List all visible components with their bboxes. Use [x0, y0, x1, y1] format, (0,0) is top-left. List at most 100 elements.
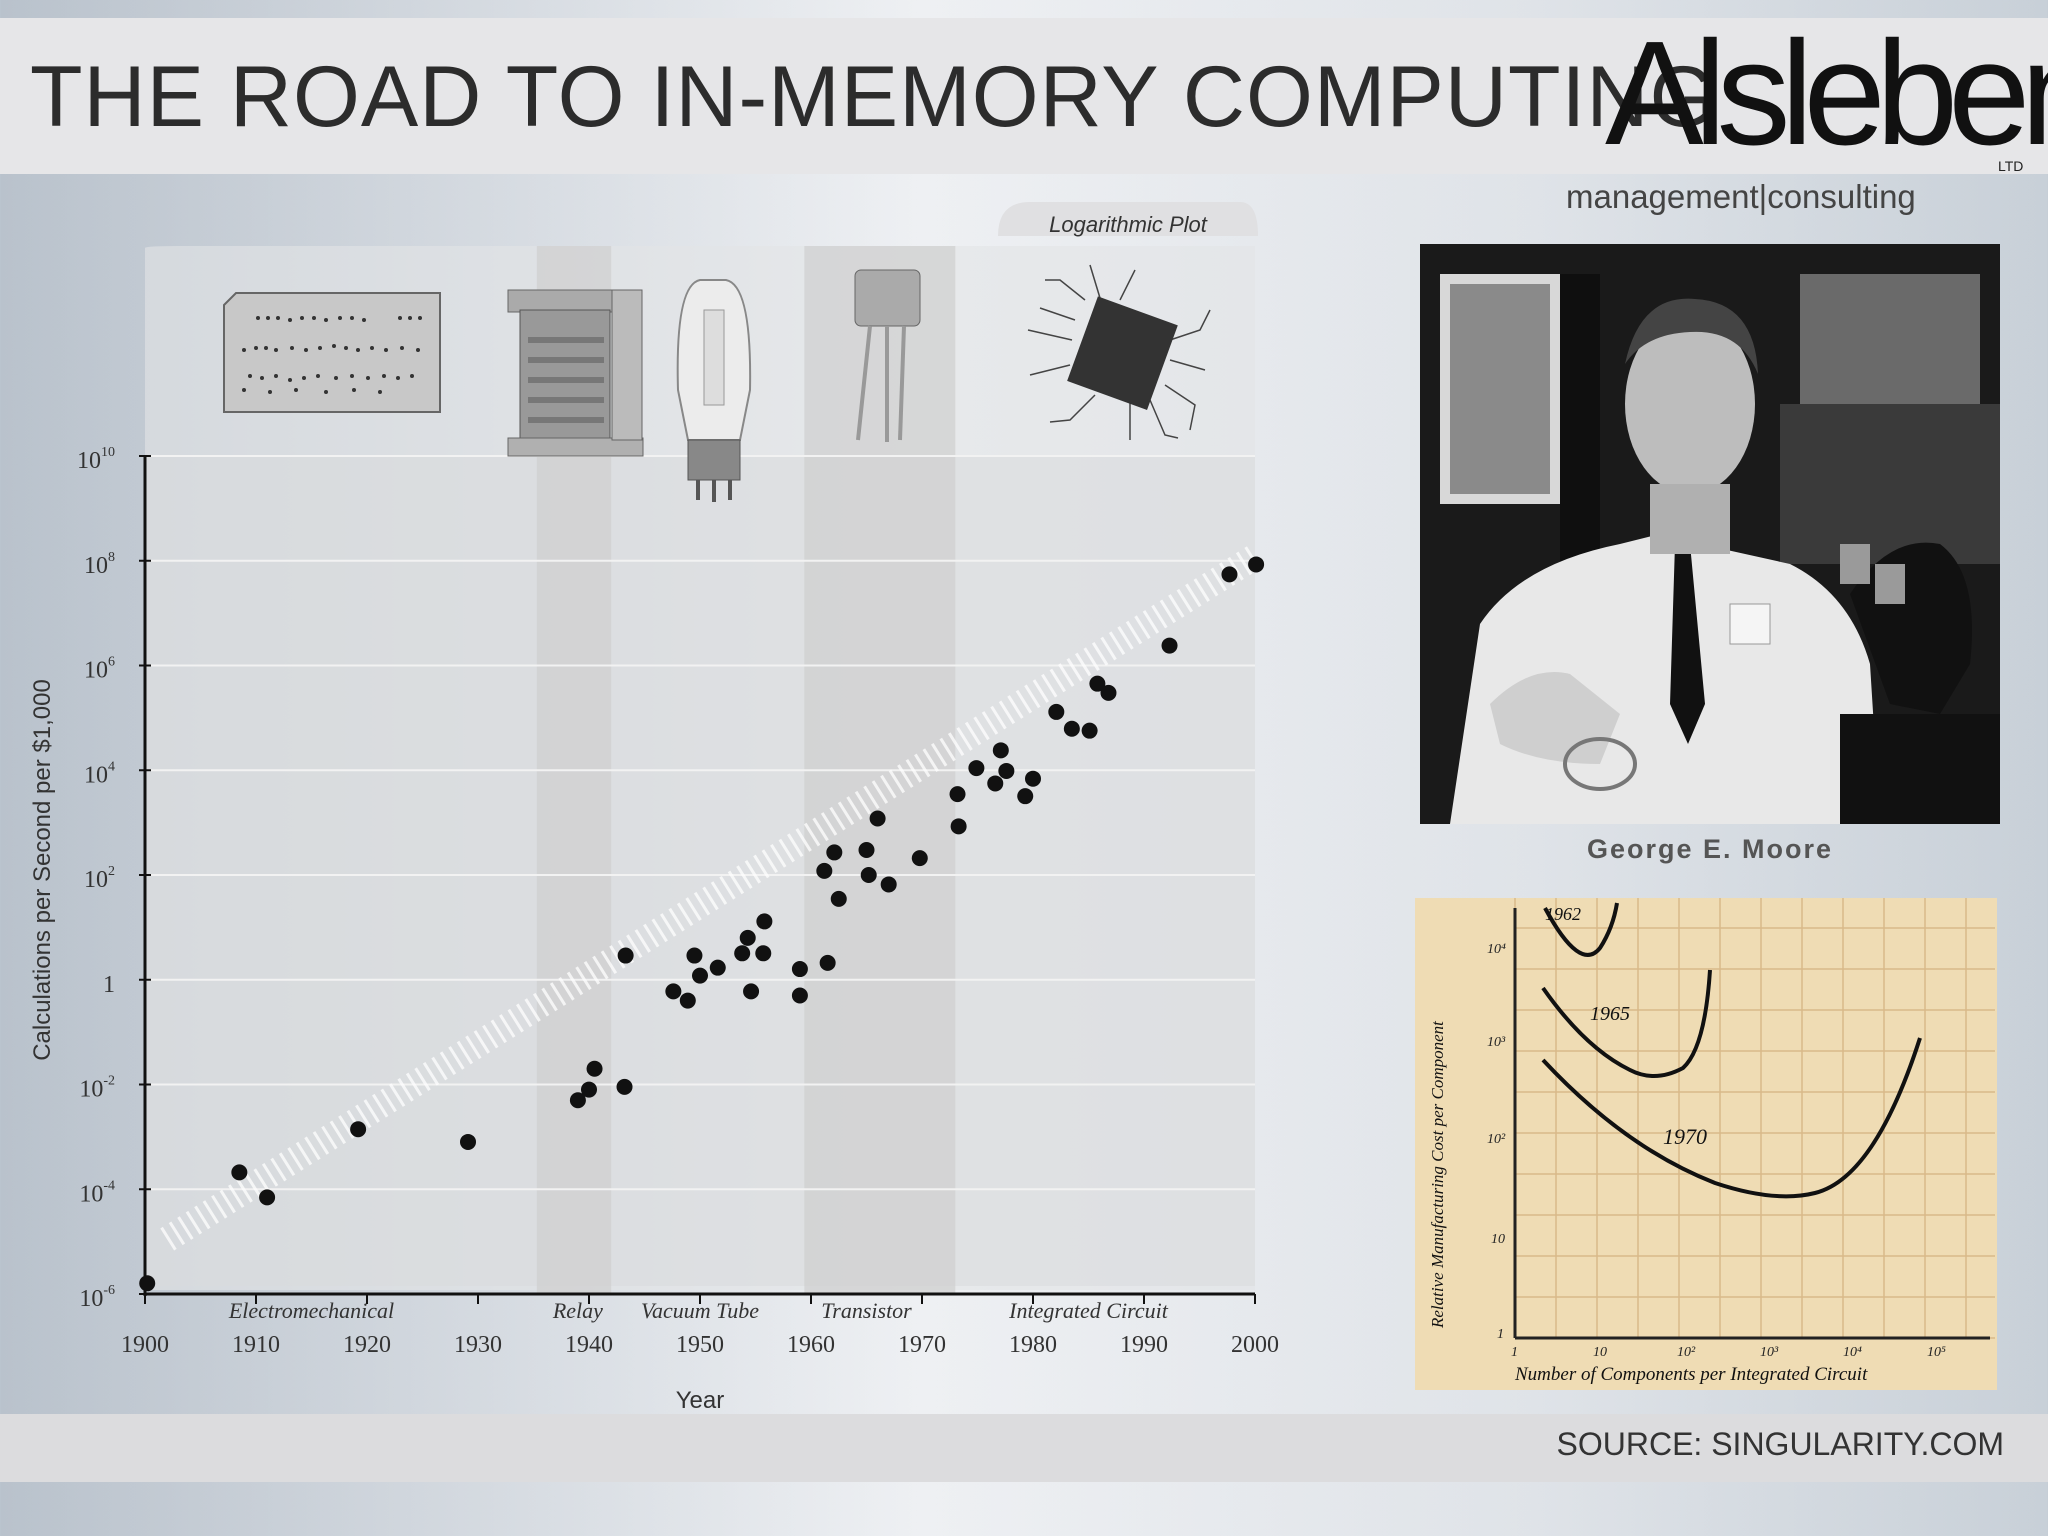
computation-scatter-chart: Logarithmic Plot 1010 108 1 [29, 202, 1279, 1410]
era-label: Electromechanical [228, 1298, 394, 1323]
data-point [968, 760, 985, 777]
chart-plot-area [145, 456, 1255, 1286]
source-credit: SOURCE: SINGULARITY.COM [1556, 1426, 2004, 1462]
y-tick-exponent: -6 [103, 1283, 115, 1298]
data-point [992, 742, 1009, 759]
data-point [950, 818, 967, 835]
x-ticks: 1900 1910 1920 1930 1940 1950 1960 1970 1980 1990… [121, 1294, 1279, 1358]
data-point [743, 983, 760, 1000]
trend-band [160, 545, 1262, 1251]
data-point [259, 1189, 276, 1206]
x-tick-label: 1990 [1120, 1332, 1168, 1358]
data-point [679, 992, 696, 1009]
data-point [616, 1078, 633, 1095]
data-point [998, 762, 1015, 779]
x-tick-label: 1920 [343, 1332, 391, 1358]
graph-x-label: Number of Components per Integrated Circ… [1514, 1364, 1868, 1385]
y-tick-label: 10-2 [79, 1074, 115, 1103]
data-point [791, 961, 808, 978]
x-tick-label: 1980 [1009, 1332, 1057, 1358]
graph-y-tick: 10⁴ [1487, 942, 1506, 957]
data-point [1081, 722, 1098, 739]
y-tick-label: 10-6 [79, 1283, 115, 1312]
vacuum-tube-icon [676, 279, 752, 502]
photo-caption: George E. Moore [1586, 834, 1834, 864]
chart-title: Logarithmic Plot [1049, 212, 1208, 237]
y-tick-label: 1010 [77, 445, 115, 474]
logo-ltd-mark: LTD [1998, 158, 2024, 174]
x-tick-label: 1950 [676, 1332, 724, 1358]
curve-1965 [1541, 969, 1712, 1078]
data-point [617, 947, 634, 964]
data-point [830, 890, 847, 907]
graph-y-label: Relative Manufacturing Cost per Componen… [1428, 1020, 1447, 1329]
y-tick-label: 106 [84, 655, 115, 684]
curve-label-1965: 1965 [1590, 1003, 1630, 1025]
y-tick-label: 104 [84, 759, 115, 788]
data-point [816, 862, 833, 879]
data-point [581, 1081, 597, 1098]
data-point [569, 1092, 586, 1109]
page-title: THE ROAD TO IN-MEMORY COMPUTING [30, 49, 1718, 145]
era-label: Vacuum Tube [641, 1298, 759, 1323]
curve-1970 [1541, 1037, 1922, 1199]
data-point [1017, 788, 1034, 805]
punch-card-icon [223, 292, 441, 413]
data-point [586, 1060, 603, 1077]
data-point [231, 1164, 248, 1181]
data-point [665, 983, 682, 1000]
x-tick-label: 2000 [1231, 1332, 1279, 1358]
data-point [949, 786, 966, 803]
y-tick-label: 102 [84, 864, 115, 893]
moore-cost-graph: 1962 1965 1970 1 10 10² 10³ 10⁴ 1 10 10²… [1415, 898, 1997, 1390]
x-tick-label: 1910 [232, 1332, 280, 1358]
logo-tagline: management|consulting [1566, 178, 1916, 215]
data-point [692, 967, 708, 984]
data-point [791, 987, 808, 1004]
data-point [139, 1275, 156, 1292]
graph-x-tick: 10³ [1760, 1345, 1779, 1360]
y-tick-label: 108 [84, 550, 115, 579]
data-point [869, 810, 886, 827]
curve-label-1962: 1962 [1545, 904, 1581, 924]
data-point [1089, 675, 1106, 692]
graph-x-tick: 1 [1511, 1345, 1518, 1360]
x-tick-label: 1940 [565, 1332, 613, 1358]
data-point [756, 913, 773, 930]
x-tick-label: 1960 [787, 1332, 835, 1358]
curve-1962 [1543, 902, 1619, 957]
data-point [1248, 556, 1265, 573]
x-tick-label: 1970 [898, 1332, 946, 1358]
y-tick-label: 1 [103, 972, 115, 998]
era-labels: Electromechanical Relay Vacuum Tube Transis… [228, 1298, 1169, 1323]
y-tick-exponent: 6 [108, 655, 115, 670]
trend-line [160, 545, 1262, 1251]
integrated-circuit-icon [1027, 264, 1211, 440]
data-point [819, 954, 836, 971]
y-tick-label: 10-4 [79, 1178, 115, 1207]
y-tick-exponent: 4 [108, 759, 115, 774]
data-point [460, 1133, 477, 1150]
relay-icon [507, 289, 644, 457]
data-point [1161, 637, 1178, 654]
data-point [755, 945, 772, 962]
company-logo: Alsleben [1605, 11, 2048, 176]
graph-y-tick: 10² [1487, 1132, 1506, 1147]
data-points [139, 556, 1265, 1292]
x-tick-label: 1930 [454, 1332, 502, 1358]
data-point [911, 850, 928, 867]
y-tick-exponent: 10 [101, 445, 115, 460]
data-point [739, 929, 756, 946]
era-label: Transistor [821, 1298, 912, 1323]
graph-y-tick: 1 [1497, 1327, 1504, 1342]
data-point [1063, 720, 1080, 737]
era-label: Integrated Circuit [1008, 1298, 1169, 1323]
y-tick-exponent: -4 [103, 1178, 115, 1193]
x-tick-label: 1900 [121, 1332, 169, 1358]
graph-y-tick: 10³ [1487, 1035, 1506, 1050]
data-point [734, 945, 751, 962]
graph-x-tick: 10⁵ [1927, 1345, 1946, 1360]
data-point [826, 844, 843, 861]
data-point [987, 775, 1004, 792]
